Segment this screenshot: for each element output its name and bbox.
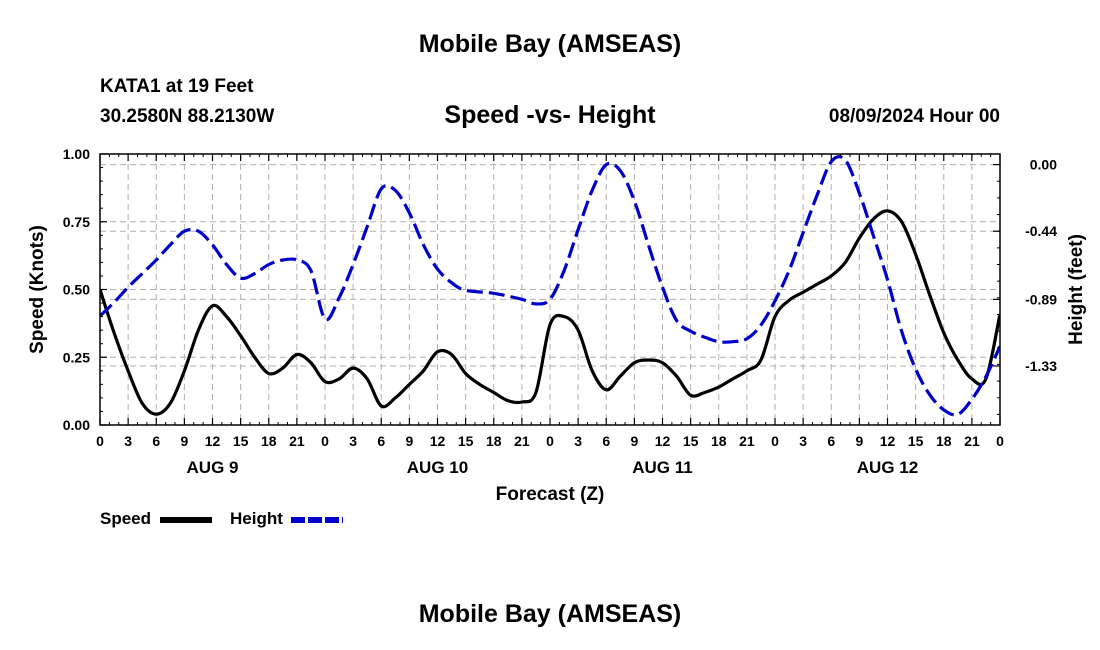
series-line-height: [100, 155, 1000, 417]
x-tick-label: 9: [630, 433, 638, 449]
y-left-tick-label: 0.25: [63, 349, 90, 365]
series-line-speed: [100, 209, 1000, 416]
x-tick-label: 18: [711, 433, 727, 449]
legend-speed: Speed: [100, 509, 151, 529]
day-label: AUG 12: [857, 458, 918, 477]
x-tick-label: 9: [855, 433, 863, 449]
x-tick-label: 15: [683, 433, 699, 449]
y-left-tick-label: 1.00: [63, 146, 90, 162]
x-tick-label: 18: [936, 433, 952, 449]
day-label: AUG 10: [407, 458, 468, 477]
x-tick-label: 6: [602, 433, 610, 449]
y-axis-title-right: Height (feet): [1066, 234, 1087, 345]
x-tick-label: 15: [233, 433, 249, 449]
y-left-tick-label: 0.75: [63, 214, 90, 230]
y-right-tick-label: -1.33: [1025, 358, 1057, 374]
y-axis-title-left: Speed (Knots): [27, 225, 48, 354]
x-tick-label: 12: [430, 433, 446, 449]
chart-axes: 0 3 6 9 12 15 18 21 0 3 6 9 12 15 18 21 0 3 6 9 12 15 18 21 0 3 6 9…: [63, 146, 1057, 477]
coordinates-label: 30.2580N 88.2130W: [100, 106, 275, 127]
chart-subtitle: Speed -vs- Height: [444, 101, 656, 129]
x-tick-label: 6: [152, 433, 160, 449]
x-tick-label: 15: [458, 433, 474, 449]
x-tick-label: 9: [405, 433, 413, 449]
x-tick-label: 3: [574, 433, 582, 449]
x-tick-label: 21: [289, 433, 305, 449]
x-tick-label: 18: [486, 433, 502, 449]
x-tick-label: 0: [996, 433, 1004, 449]
y-left-tick-label: 0.50: [63, 282, 90, 298]
x-tick-label: 0: [546, 433, 554, 449]
x-tick-label: 6: [827, 433, 835, 449]
x-tick-label: 0: [96, 433, 104, 449]
x-tick-label: 21: [739, 433, 755, 449]
day-label: AUG 11: [632, 458, 692, 477]
y-right-tick-label: 0.00: [1030, 157, 1057, 173]
x-tick-label: 21: [514, 433, 530, 449]
day-label: AUG 9: [187, 458, 239, 477]
x-tick-label: 6: [377, 433, 385, 449]
legend-speed-swatch: [160, 517, 212, 523]
chart-series: [100, 155, 1000, 417]
forecast-datetime: 08/09/2024 Hour 00: [828, 106, 1000, 127]
x-tick-label: 0: [771, 433, 779, 449]
x-tick-label: 12: [655, 433, 671, 449]
chart-title: Mobile Bay (AMSEAS): [418, 30, 682, 58]
station-label: KATA1 at 19 Feet: [100, 76, 254, 97]
x-tick-label: 18: [261, 433, 277, 449]
x-tick-label: 15: [908, 433, 924, 449]
x-axis-title: Forecast (Z): [496, 484, 605, 505]
x-tick-label: 21: [964, 433, 980, 449]
chart-grid: [100, 154, 1000, 425]
legend-height: Height: [230, 509, 283, 529]
x-tick-label: 0: [321, 433, 329, 449]
legend-height-swatch: [291, 517, 343, 523]
x-tick-label: 12: [205, 433, 221, 449]
legend-speed-label: Speed: [100, 509, 152, 528]
y-left-tick-label: 0.00: [63, 417, 90, 433]
x-tick-label: 3: [124, 433, 132, 449]
x-tick-label: 3: [799, 433, 807, 449]
x-tick-label: 12: [880, 433, 896, 449]
x-tick-label: 3: [349, 433, 357, 449]
y-right-tick-label: -0.44: [1025, 223, 1057, 239]
y-right-tick-label: -0.89: [1025, 291, 1057, 307]
x-tick-label: 9: [180, 433, 188, 449]
footer-title: Mobile Bay (AMSEAS): [418, 600, 682, 628]
legend-height-label: Height: [230, 509, 283, 528]
